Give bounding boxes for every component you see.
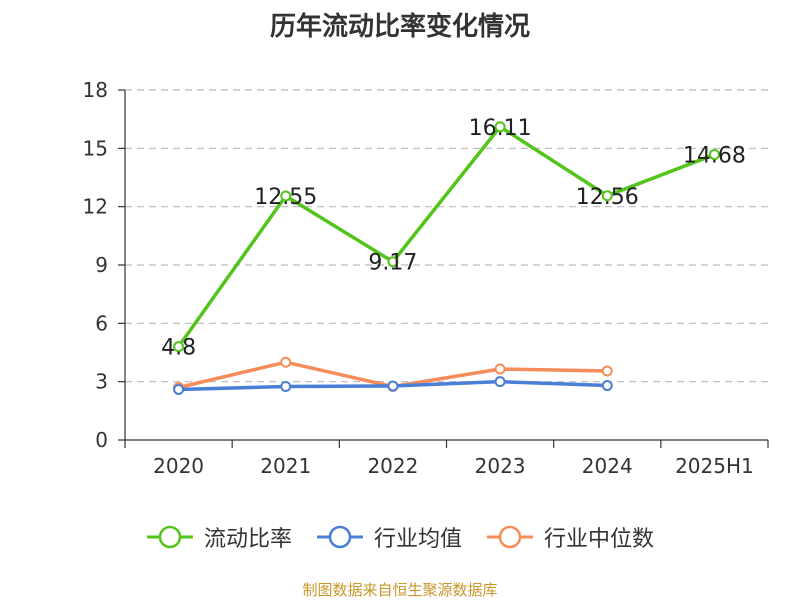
x-tick-label: 2022: [367, 454, 418, 478]
legend-marker-icon: [146, 525, 193, 549]
legend-label: 行业均值: [373, 527, 462, 552]
data-labels: 4.8 12.55 9.17 16.11 12.56 14.68: [161, 116, 746, 361]
series-lines: [173, 121, 720, 395]
legend-marker-icon: [316, 525, 363, 549]
data-point[interactable]: [494, 121, 506, 133]
legend-item[interactable]: 行业均值: [316, 521, 462, 553]
legend-label: 行业中位数: [544, 527, 655, 552]
data-label: 4.8: [161, 336, 196, 361]
chart-title: 历年流动比率变化情况: [269, 12, 530, 42]
legend-item[interactable]: 流动比率: [146, 521, 292, 553]
y-tick-label: 3: [95, 370, 108, 394]
data-label: 14.68: [683, 144, 746, 169]
data-point[interactable]: [601, 190, 613, 202]
data-point[interactable]: [708, 149, 720, 161]
data-label: 16.11: [469, 116, 532, 141]
data-label: 12.56: [576, 185, 639, 210]
data-point[interactable]: [601, 365, 613, 377]
x-tick-label: 2024: [582, 454, 633, 478]
legend-marker-icon: [487, 525, 533, 549]
y-tick-label: 0: [95, 428, 108, 452]
data-point[interactable]: [173, 383, 185, 395]
source-note: 制图数据来自恒生聚源数据库: [302, 581, 498, 599]
x-tick-label: 2020: [153, 454, 204, 478]
series-line: [177, 125, 716, 348]
y-tick-label: 6: [95, 311, 108, 335]
data-point[interactable]: [601, 380, 613, 392]
data-point[interactable]: [173, 341, 185, 353]
y-tick-label: 9: [95, 253, 108, 277]
data-point[interactable]: [387, 380, 399, 392]
data-label: 12.55: [254, 185, 317, 210]
legend: 流动比率 行业均值 行业中位数: [0, 520, 800, 554]
x-tick-label: 2025H1: [675, 454, 754, 478]
legend-item[interactable]: 行业中位数: [486, 521, 654, 553]
axes: 0 3 6 9 12 15 18 2020 2021 2022 2023 2024 2025H1: [83, 78, 769, 478]
data-label: 9.17: [368, 251, 417, 276]
data-point[interactable]: [280, 381, 292, 393]
x-tick-label: 2023: [475, 454, 526, 478]
data-point[interactable]: [280, 356, 292, 368]
legend-label: 流动比率: [203, 527, 292, 552]
y-tick-label: 12: [83, 195, 108, 219]
data-point[interactable]: [280, 190, 292, 202]
y-tick-label: 18: [83, 78, 108, 102]
data-point[interactable]: [387, 256, 399, 268]
grid-lines: [125, 89, 768, 383]
y-tick-label: 15: [83, 136, 108, 160]
x-tick-label: 2021: [260, 454, 311, 478]
data-point[interactable]: [494, 376, 506, 388]
data-point[interactable]: [494, 363, 506, 375]
